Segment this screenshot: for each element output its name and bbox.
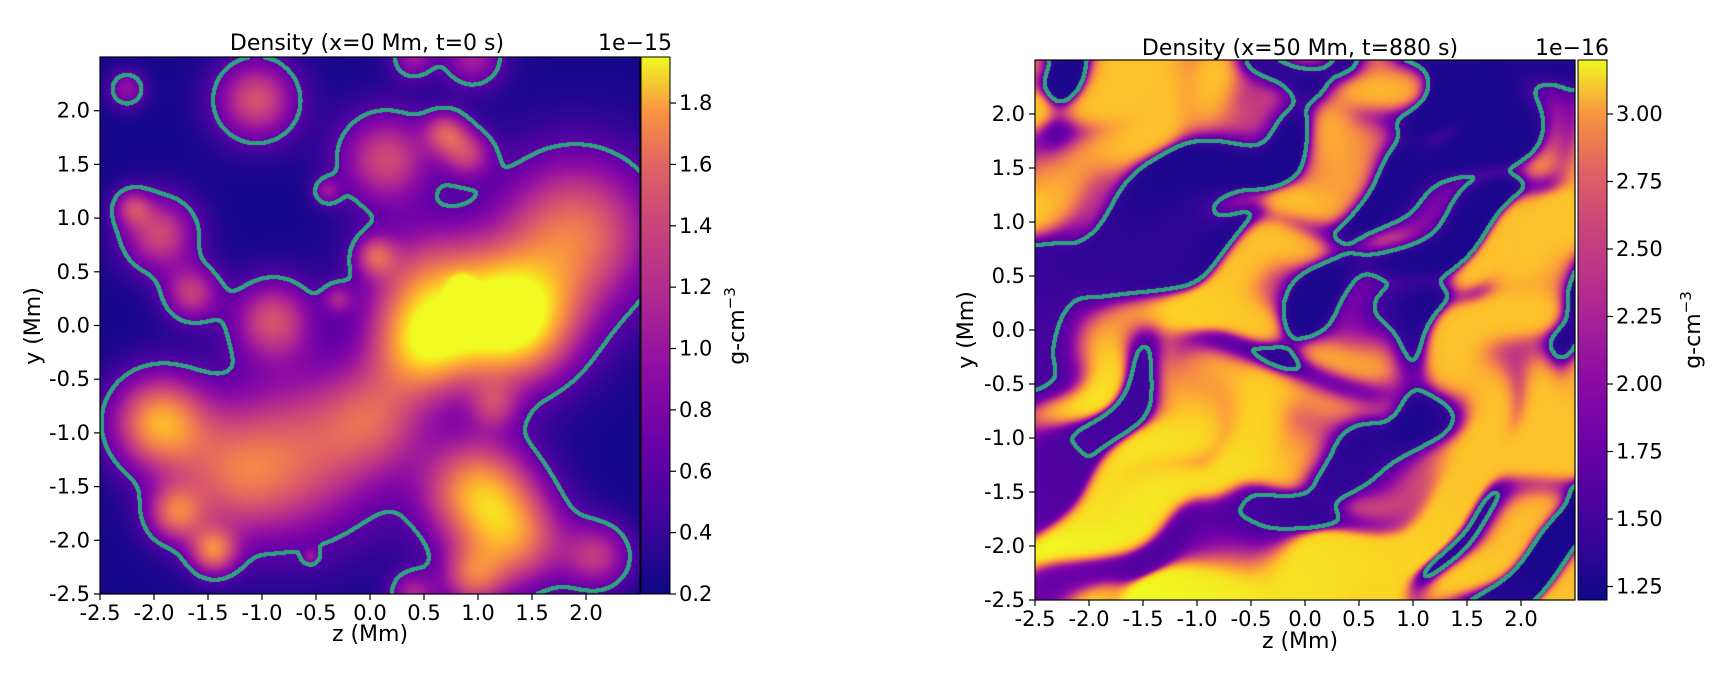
- right-chart-title: Density (x=50 Mm, t=880 s): [1142, 36, 1458, 61]
- colorbar-tick-label: 0.8: [679, 398, 712, 422]
- colorbar-tick-label: 1.2: [679, 275, 712, 299]
- right-colorbar-exponent: 1e−16: [1535, 36, 1609, 61]
- left-colorbar-ticks: 1.8 1.6 1.4 1.2 1.0 0.8 0.6 0.4 0.2: [670, 91, 712, 606]
- x-tick-label: 1.5: [1450, 607, 1483, 631]
- y-tick-label: -1.5: [49, 475, 90, 499]
- y-tick-label: 1.0: [57, 206, 90, 230]
- x-tick-label: 1.0: [1396, 607, 1429, 631]
- colorbar-tick-label: 0.4: [679, 521, 712, 545]
- x-tick-label: -2.5: [80, 601, 121, 625]
- x-tick-label: -2.0: [1069, 607, 1110, 631]
- left-panel: Density (x=0 Mm, t=0 s) -2.5 -2.0 -1.5 -1.0…: [21, 31, 750, 647]
- colorbar-tick-label: 1.0: [679, 337, 712, 361]
- colorbar-tick-label: 1.4: [679, 214, 712, 238]
- x-tick-label: -1.0: [1177, 607, 1218, 631]
- right-y-axis-label: y (Mm): [954, 291, 979, 369]
- x-tick-label: 0.5: [1342, 607, 1375, 631]
- y-tick-label: -1.0: [49, 421, 90, 445]
- colorbar-tick-label: 1.25: [1616, 575, 1663, 599]
- y-tick-label: 1.0: [992, 210, 1025, 234]
- colorbar-tick-label: 0.2: [679, 582, 712, 606]
- colorbar-tick-label: 0.6: [679, 459, 712, 483]
- right-colorbar-ticks: 3.00 2.75 2.50 2.25 2.00 1.75 1.50 1.25: [1607, 102, 1663, 599]
- y-tick-label: 2.0: [992, 102, 1025, 126]
- y-tick-label: 0.0: [57, 314, 90, 338]
- x-tick-label: -1.0: [242, 601, 283, 625]
- left-colorbar-label: g-cm−3: [721, 287, 750, 365]
- colorbar-tick-label: 1.75: [1616, 440, 1663, 464]
- x-tick-label: 1.0: [461, 601, 494, 625]
- y-tick-label: 0.0: [992, 318, 1025, 342]
- right-colorbar-label-text: g-cm: [1681, 313, 1706, 368]
- colorbar-tick-label: 3.00: [1616, 102, 1663, 126]
- right-colorbar-label-exponent: −3: [1677, 291, 1695, 313]
- y-tick-label: 0.5: [57, 260, 90, 284]
- right-colorbar-label: g-cm−3: [1677, 291, 1706, 369]
- x-tick-label: -1.5: [1123, 607, 1164, 631]
- y-tick-label: 2.0: [57, 99, 90, 123]
- colorbar-tick-label: 2.25: [1616, 305, 1663, 329]
- x-tick-label: -2.0: [134, 601, 175, 625]
- right-x-axis-label: z (Mm): [1262, 629, 1338, 654]
- colorbar-tick-label: 1.8: [679, 91, 712, 115]
- x-tick-label: -1.5: [188, 601, 229, 625]
- left-colorbar-label-text: g-cm: [725, 309, 750, 364]
- left-density-heatmap: [100, 57, 640, 594]
- x-tick-label: 1.5: [515, 601, 548, 625]
- left-y-axis-label: y (Mm): [21, 287, 46, 365]
- y-tick-label: -0.5: [984, 372, 1025, 396]
- colorbar-tick-label: 2.00: [1616, 372, 1663, 396]
- right-colorbar: [1577, 59, 1608, 601]
- y-tick-label: -1.0: [984, 426, 1025, 450]
- left-x-axis-label: z (Mm): [332, 622, 408, 647]
- x-tick-label: -0.5: [1231, 607, 1272, 631]
- colorbar-tick-label: 2.75: [1616, 170, 1663, 194]
- y-tick-label: 0.5: [992, 264, 1025, 288]
- y-tick-label: -2.0: [984, 534, 1025, 558]
- colorbar-tick-label: 1.50: [1616, 507, 1663, 531]
- right-panel: Density (x=50 Mm, t=880 s) -2.5 -2.0 -1.5-…: [954, 36, 1706, 654]
- y-tick-label: 1.5: [57, 152, 90, 176]
- y-tick-label: -2.5: [49, 582, 90, 606]
- x-tick-label: -2.5: [1015, 607, 1056, 631]
- x-tick-label: 2.0: [569, 601, 602, 625]
- colorbar-tick-label: 2.50: [1616, 237, 1663, 261]
- colorbar-tick-label: 1.6: [679, 152, 712, 176]
- right-density-heatmap: [1035, 60, 1575, 600]
- left-colorbar-exponent: 1e−15: [598, 31, 672, 56]
- x-tick-label: 0.5: [407, 601, 440, 625]
- right-axis-ticks: -2.5 -2.0 -1.5 -1.0 -0.5 0.0 0.5 1.0 1.5 2.0 2.0 1.…: [984, 102, 1538, 631]
- y-tick-label: -1.5: [984, 480, 1025, 504]
- left-axis-ticks: -2.5 -2.0 -1.5 -1.0 -0.5 0.0 0.5 1.0 1.5 2.0 2.0 1.…: [49, 99, 603, 625]
- y-tick-label: -0.5: [49, 367, 90, 391]
- x-tick-label: 2.0: [1504, 607, 1537, 631]
- x-tick-label: -0.5: [296, 601, 337, 625]
- y-tick-label: 1.5: [992, 156, 1025, 180]
- left-colorbar-label-exponent: −3: [721, 287, 739, 309]
- x-tick-label: 0.0: [1288, 607, 1321, 631]
- y-tick-label: -2.5: [984, 588, 1025, 612]
- x-tick-label: 0.0: [353, 601, 386, 625]
- left-colorbar: [640, 56, 671, 595]
- left-chart-title: Density (x=0 Mm, t=0 s): [230, 31, 504, 56]
- y-tick-label: -2.0: [49, 528, 90, 552]
